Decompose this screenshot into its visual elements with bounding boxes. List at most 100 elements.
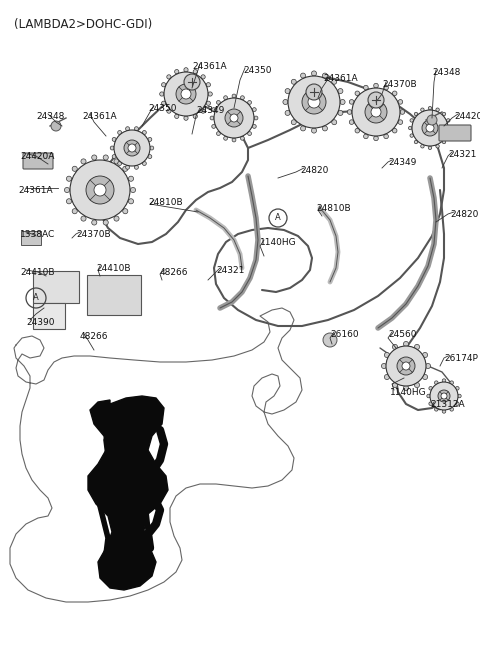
Circle shape [131, 188, 135, 193]
Circle shape [392, 129, 397, 133]
Circle shape [434, 408, 438, 411]
Circle shape [384, 85, 388, 90]
Circle shape [392, 91, 397, 95]
Text: 24420A: 24420A [454, 112, 480, 121]
Circle shape [438, 390, 450, 402]
Circle shape [212, 125, 216, 129]
Circle shape [414, 382, 420, 387]
Circle shape [374, 83, 378, 88]
Circle shape [288, 76, 340, 128]
Circle shape [355, 129, 360, 133]
Text: 24390: 24390 [26, 318, 55, 327]
Circle shape [457, 394, 461, 398]
Circle shape [368, 92, 384, 108]
Circle shape [306, 84, 322, 100]
Circle shape [374, 136, 378, 141]
Text: 48266: 48266 [80, 332, 108, 341]
Circle shape [252, 125, 256, 129]
Circle shape [206, 82, 210, 87]
Circle shape [176, 84, 196, 104]
Text: 24361A: 24361A [82, 112, 117, 121]
Circle shape [427, 394, 431, 398]
Text: 24820: 24820 [450, 210, 479, 219]
Circle shape [442, 140, 446, 143]
Circle shape [81, 159, 86, 164]
Text: 24810B: 24810B [148, 198, 182, 207]
Circle shape [143, 162, 146, 165]
Circle shape [332, 119, 337, 125]
Text: 24348: 24348 [36, 112, 64, 121]
Circle shape [446, 134, 450, 138]
Circle shape [66, 176, 72, 181]
Circle shape [201, 109, 205, 113]
Circle shape [414, 140, 418, 143]
Circle shape [426, 124, 434, 132]
Circle shape [300, 126, 306, 131]
FancyBboxPatch shape [33, 271, 79, 303]
Circle shape [442, 112, 446, 116]
Circle shape [400, 110, 405, 114]
Circle shape [332, 79, 337, 84]
Circle shape [398, 120, 403, 125]
Text: 24420A: 24420A [20, 152, 54, 161]
Text: 1338AC: 1338AC [20, 230, 55, 239]
Circle shape [72, 208, 77, 214]
FancyBboxPatch shape [21, 231, 41, 245]
Circle shape [232, 138, 236, 142]
Circle shape [338, 88, 343, 93]
Text: 1140HG: 1140HG [390, 388, 427, 397]
Circle shape [181, 89, 191, 99]
Circle shape [422, 374, 428, 380]
Circle shape [420, 145, 424, 148]
Circle shape [429, 402, 432, 406]
Text: 24370B: 24370B [76, 230, 110, 239]
Circle shape [126, 165, 130, 169]
Circle shape [450, 408, 454, 411]
FancyBboxPatch shape [87, 275, 141, 315]
Circle shape [225, 109, 243, 127]
Circle shape [92, 155, 97, 160]
Circle shape [414, 112, 418, 116]
Text: 24321: 24321 [216, 266, 244, 275]
Circle shape [363, 85, 368, 90]
Circle shape [64, 188, 70, 193]
Circle shape [403, 386, 408, 391]
Circle shape [224, 136, 228, 140]
Circle shape [393, 345, 397, 350]
Circle shape [232, 94, 236, 98]
Circle shape [92, 220, 97, 225]
Circle shape [393, 382, 397, 387]
Circle shape [436, 145, 439, 148]
Circle shape [352, 88, 400, 136]
Circle shape [365, 101, 387, 123]
Circle shape [193, 69, 197, 74]
Text: 24349: 24349 [388, 158, 416, 167]
Circle shape [403, 341, 408, 347]
Circle shape [118, 162, 121, 165]
Circle shape [340, 99, 345, 104]
Circle shape [442, 379, 446, 382]
Circle shape [408, 127, 412, 130]
Circle shape [103, 220, 108, 225]
Circle shape [428, 146, 432, 149]
Circle shape [363, 134, 368, 139]
Circle shape [397, 357, 415, 375]
Circle shape [114, 130, 150, 166]
Circle shape [148, 154, 152, 158]
Circle shape [456, 402, 459, 406]
Circle shape [129, 199, 133, 204]
Text: 24820: 24820 [300, 166, 328, 175]
Circle shape [206, 101, 210, 105]
Text: 24560: 24560 [388, 330, 417, 339]
Circle shape [430, 382, 458, 410]
Circle shape [112, 138, 116, 141]
Circle shape [123, 208, 128, 214]
Circle shape [312, 71, 316, 76]
Circle shape [184, 74, 200, 90]
Text: 26160: 26160 [330, 330, 359, 339]
Circle shape [248, 101, 252, 104]
Text: 24361A: 24361A [192, 62, 227, 71]
Circle shape [51, 121, 61, 131]
Circle shape [86, 176, 114, 204]
Circle shape [162, 82, 166, 87]
